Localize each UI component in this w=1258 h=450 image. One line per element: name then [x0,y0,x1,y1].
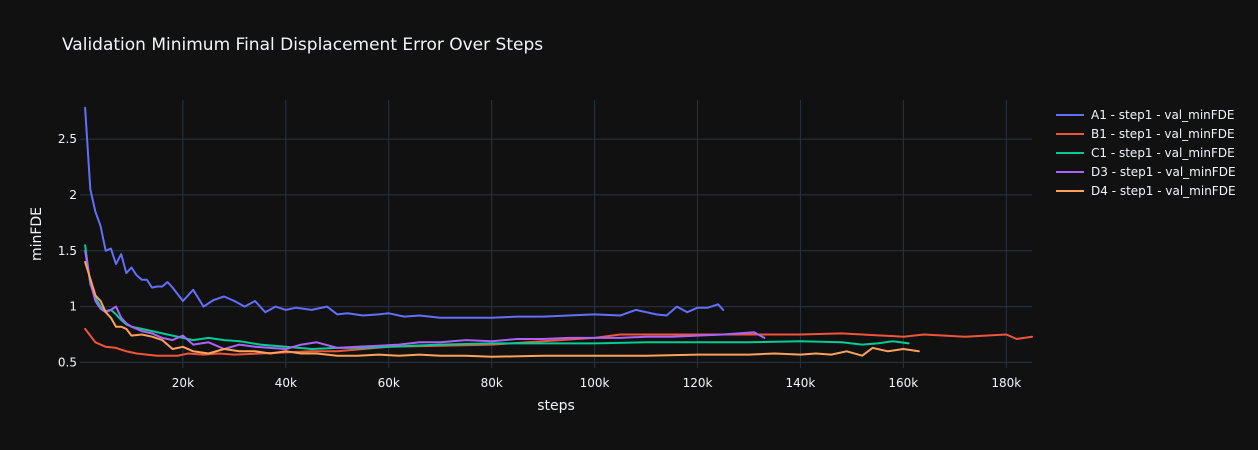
legend[interactable]: A1 - step1 - val_minFDE B1 - step1 - val_… [1056,108,1236,198]
y-tick-label: 2 [69,188,77,202]
legend-item[interactable]: D3 - step1 - val_minFDE [1056,165,1236,179]
chart-title: Validation Minimum Final Displacement Er… [62,35,543,55]
series-line-3 [84,249,766,350]
x-tick-label: 20k [172,376,194,390]
y-tick-label: 1.5 [58,244,77,258]
y-axis-ticks: 0.5 1 1.5 2 2.5 [58,132,77,369]
x-axis-ticks: 20k 40k 60k 80k 100k 120k 140k 160k 180k [172,376,1021,390]
legend-item[interactable]: A1 - step1 - val_minFDE [1056,108,1235,122]
legend-label: D4 - step1 - val_minFDE [1091,184,1236,198]
x-tick-label: 100k [580,376,610,390]
x-tick-label: 40k [275,376,297,390]
y-tick-label: 2.5 [58,132,77,146]
legend-label: D3 - step1 - val_minFDE [1091,165,1236,179]
legend-label: B1 - step1 - val_minFDE [1091,127,1235,141]
y-axis-title: minFDE [29,207,45,261]
legend-item[interactable]: D4 - step1 - val_minFDE [1056,184,1236,198]
y-tick-label: 1 [69,300,77,314]
x-tick-label: 60k [378,376,400,390]
y-tick-label: 0.5 [58,355,77,369]
x-tick-label: 160k [888,376,918,390]
series-lines [84,106,1033,358]
series-line-0 [84,106,725,319]
legend-label: C1 - step1 - val_minFDE [1091,146,1235,160]
legend-label: A1 - step1 - val_minFDE [1091,108,1235,122]
x-axis-title: steps [537,398,575,414]
grid [80,100,1032,368]
x-tick-label: 140k [786,376,816,390]
x-tick-label: 120k [683,376,713,390]
series-line-4 [84,260,920,358]
legend-item[interactable]: B1 - step1 - val_minFDE [1056,127,1235,141]
legend-item[interactable]: C1 - step1 - val_minFDE [1056,146,1235,160]
x-tick-label: 180k [991,376,1021,390]
series-line-2 [84,244,910,350]
x-tick-label: 80k [481,376,503,390]
